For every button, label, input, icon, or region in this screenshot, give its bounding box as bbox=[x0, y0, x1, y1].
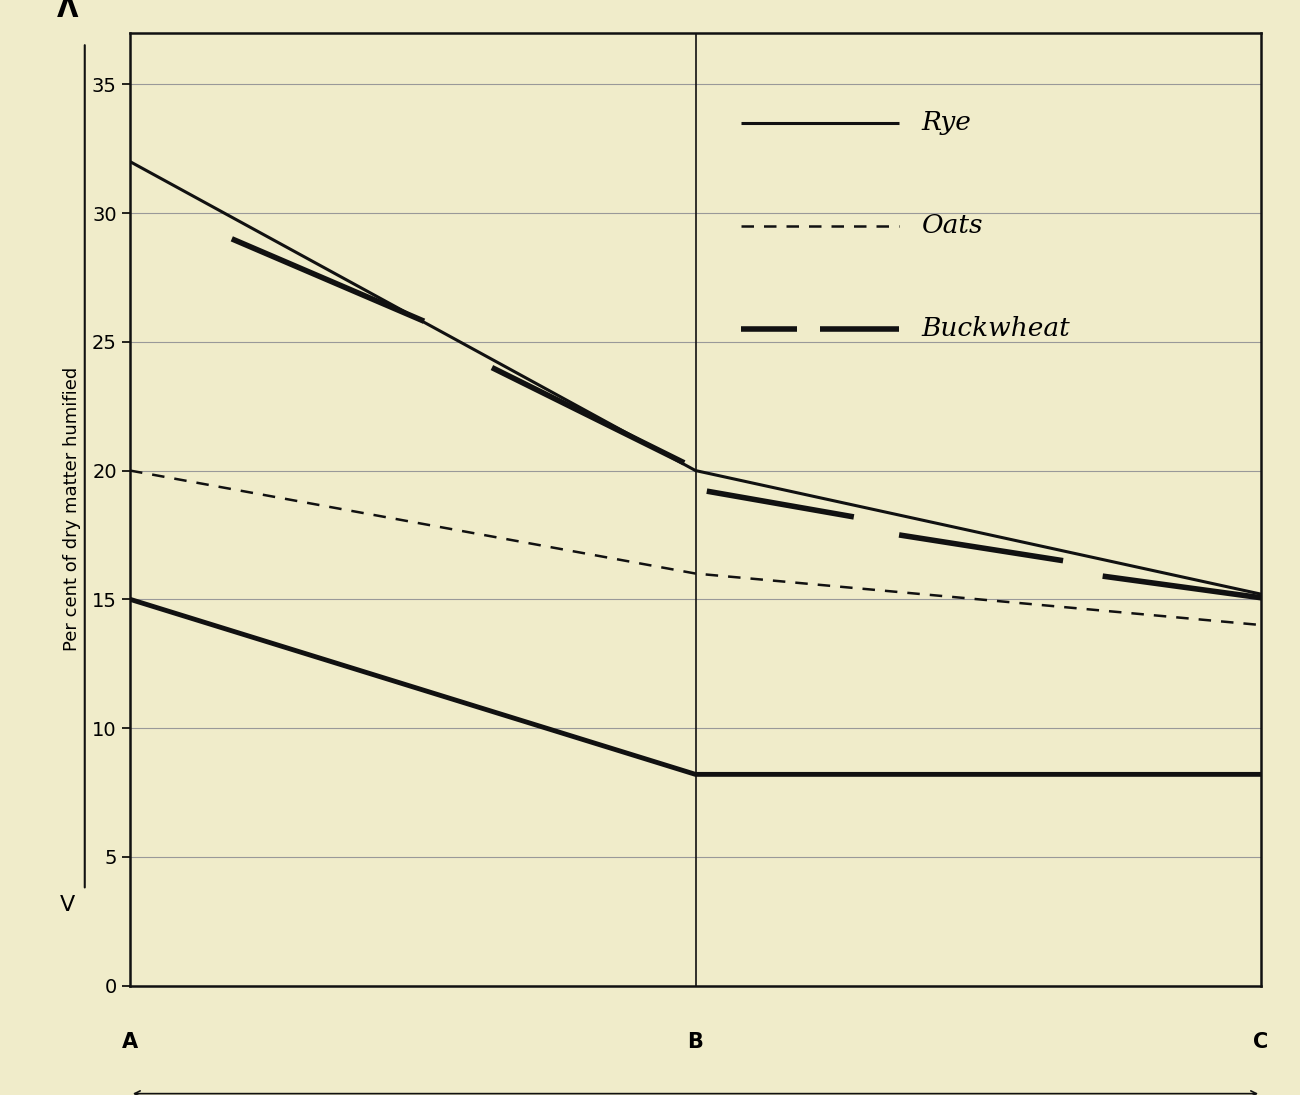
Text: Rye: Rye bbox=[922, 111, 971, 136]
Text: C: C bbox=[1253, 1031, 1269, 1052]
Text: Oats: Oats bbox=[922, 214, 983, 239]
Text: V: V bbox=[60, 895, 75, 915]
Text: B: B bbox=[688, 1031, 703, 1052]
Text: Λ: Λ bbox=[57, 0, 78, 23]
Text: Buckwheat: Buckwheat bbox=[922, 316, 1070, 342]
Y-axis label: Per cent of dry matter humified: Per cent of dry matter humified bbox=[62, 367, 81, 652]
Text: A: A bbox=[122, 1031, 138, 1052]
